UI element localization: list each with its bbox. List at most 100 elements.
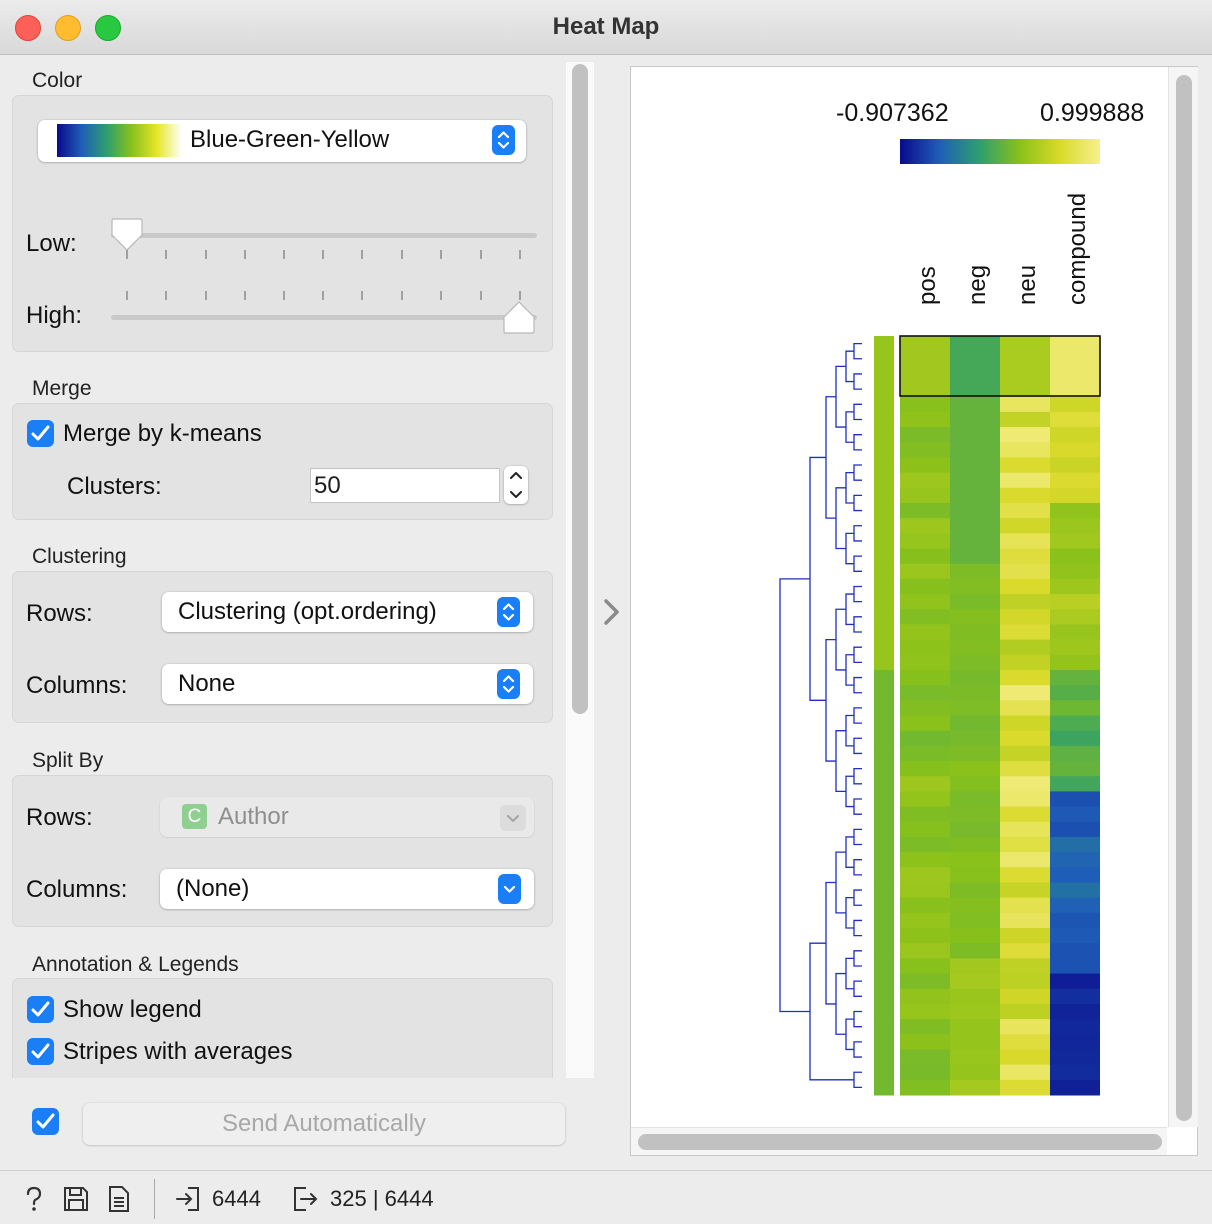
heatmap-cell[interactable] — [900, 882, 950, 899]
stripes-averages-checkbox[interactable] — [27, 1038, 54, 1065]
heatmap-cell[interactable] — [950, 609, 1000, 625]
heatmap-cell[interactable] — [900, 502, 950, 519]
heatmap-cell[interactable] — [900, 351, 950, 367]
heatmap-cell[interactable] — [1000, 609, 1050, 625]
heatmap-cell[interactable] — [950, 1049, 1000, 1066]
heatmap-cell[interactable] — [1000, 1064, 1050, 1081]
heatmap-cell[interactable] — [1050, 518, 1100, 534]
heatmap-cell[interactable] — [1050, 533, 1100, 550]
heatmap-cell[interactable] — [900, 912, 950, 929]
heatmap-cell[interactable] — [900, 730, 950, 747]
heatmap-cell[interactable] — [1050, 487, 1100, 504]
heatmap-cell[interactable] — [950, 882, 1000, 899]
low-slider-thumb[interactable] — [110, 217, 144, 253]
heatmap-cell[interactable] — [1050, 882, 1100, 899]
help-icon[interactable] — [22, 1185, 46, 1213]
heatmap-cell[interactable] — [1000, 1003, 1050, 1020]
heatmap-cell[interactable] — [950, 761, 1000, 777]
heatmap-cell[interactable] — [1000, 366, 1050, 383]
heatmap-cell[interactable] — [950, 457, 1000, 474]
heatmap-cell[interactable] — [900, 427, 950, 443]
heatmap-cell[interactable] — [950, 411, 1000, 428]
heatmap-cell[interactable] — [900, 624, 950, 641]
clusters-input[interactable]: 50 — [310, 468, 500, 503]
heatmap-cell[interactable] — [950, 381, 1000, 398]
close-window-button[interactable] — [15, 15, 41, 41]
heatmap-cell[interactable] — [900, 336, 950, 352]
high-slider-thumb[interactable] — [502, 300, 536, 336]
heatmap-cell[interactable] — [1050, 715, 1100, 732]
heatmap-cell[interactable] — [1050, 776, 1100, 792]
heatmap-cell[interactable] — [900, 943, 950, 959]
heatmap-cell[interactable] — [900, 806, 950, 823]
heatmap-cell[interactable] — [1000, 669, 1050, 686]
heatmap-cell[interactable] — [1050, 1003, 1100, 1020]
heatmap-cell[interactable] — [900, 836, 950, 853]
heatmap-cell[interactable] — [1000, 776, 1050, 792]
heatmap-cell[interactable] — [1050, 639, 1100, 656]
maximize-window-button[interactable] — [95, 15, 121, 41]
heatmap-cell[interactable] — [1000, 578, 1050, 595]
heatmap-cell[interactable] — [1050, 1034, 1100, 1050]
heatmap-cell[interactable] — [950, 821, 1000, 838]
heatmap-cell[interactable] — [950, 366, 1000, 383]
heatmap-cell[interactable] — [950, 336, 1000, 352]
heatmap-cell[interactable] — [950, 730, 1000, 747]
heatmap-cell[interactable] — [900, 988, 950, 1005]
heatmap-cell[interactable] — [1050, 594, 1100, 610]
collapse-panel-icon[interactable] — [600, 598, 624, 626]
heatmap-cell[interactable] — [1000, 806, 1050, 823]
heatmap-cell[interactable] — [1050, 654, 1100, 671]
heatmap-cell[interactable] — [950, 624, 1000, 641]
heatmap-cell[interactable] — [1000, 882, 1050, 899]
heatmap-cell[interactable] — [950, 533, 1000, 550]
heatmap-cell[interactable] — [900, 654, 950, 671]
heatmap-cell[interactable] — [1050, 943, 1100, 959]
heatmap-cell[interactable] — [1000, 427, 1050, 443]
heatmap-cell[interactable] — [1000, 867, 1050, 883]
heatmap-cell[interactable] — [1050, 427, 1100, 443]
heatmap-cell[interactable] — [1050, 381, 1100, 398]
heatmap-cell[interactable] — [1050, 928, 1100, 944]
heatmap-cell[interactable] — [900, 518, 950, 534]
report-icon[interactable] — [107, 1185, 131, 1213]
heatmap-cell[interactable] — [1000, 700, 1050, 716]
heatmap-cell[interactable] — [900, 1003, 950, 1020]
heatmap-cell[interactable] — [900, 791, 950, 808]
heatmap-cell[interactable] — [1000, 442, 1050, 458]
heatmap-cell[interactable] — [950, 776, 1000, 792]
heatmap-cell[interactable] — [1050, 396, 1100, 413]
heatmap-cell[interactable] — [1000, 336, 1050, 352]
heatmap-cell[interactable] — [950, 791, 1000, 808]
heatmap-cell[interactable] — [900, 548, 950, 565]
heatmap-cell[interactable] — [950, 958, 1000, 975]
heatmap-cell[interactable] — [950, 563, 1000, 580]
show-legend-checkbox[interactable] — [27, 996, 54, 1023]
heatmap-cell[interactable] — [1050, 563, 1100, 580]
heatmap-cell[interactable] — [950, 654, 1000, 671]
heatmap-cell[interactable] — [1050, 988, 1100, 1005]
heatmap-cell[interactable] — [1000, 1019, 1050, 1035]
heatmap-cell[interactable] — [1050, 685, 1100, 701]
heatmap-cell[interactable] — [950, 487, 1000, 504]
heatmap-cell[interactable] — [1000, 791, 1050, 808]
heatmap-cell[interactable] — [950, 502, 1000, 519]
heatmap-cell[interactable] — [1000, 624, 1050, 641]
clusters-stepper[interactable] — [504, 466, 528, 504]
heatmap-cell[interactable] — [1050, 806, 1100, 823]
high-slider-track[interactable] — [111, 315, 537, 320]
heatmap-cell[interactable] — [900, 852, 950, 868]
heatmap-cell[interactable] — [900, 396, 950, 413]
clustering-columns-select[interactable]: None — [162, 664, 533, 704]
heatmap-graphic[interactable] — [640, 330, 1110, 1105]
heatmap-cell[interactable] — [1000, 457, 1050, 474]
heatmap-cell[interactable] — [1000, 396, 1050, 413]
heatmap-cell[interactable] — [1050, 351, 1100, 367]
send-automatically-button[interactable]: Send Automatically — [83, 1103, 565, 1145]
palette-select[interactable]: Blue-Green-Yellow — [38, 120, 526, 162]
heatmap-cell[interactable] — [950, 1003, 1000, 1020]
heatmap-cell[interactable] — [1050, 578, 1100, 595]
send-automatically-checkbox[interactable] — [32, 1108, 59, 1135]
heatmap-cell[interactable] — [900, 669, 950, 686]
canvas-horizontal-scrollbar-thumb[interactable] — [638, 1134, 1162, 1150]
